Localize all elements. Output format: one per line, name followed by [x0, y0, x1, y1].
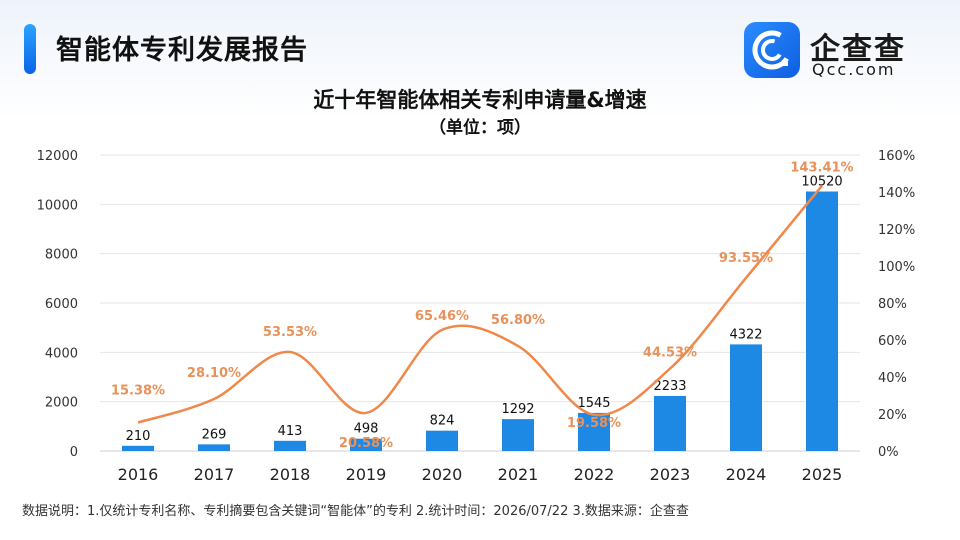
bar — [806, 191, 838, 452]
bar-value-label: 210 — [126, 429, 151, 444]
y-tick-label: 10000 — [37, 198, 78, 213]
bar — [274, 440, 306, 451]
bar-value-label: 269 — [202, 427, 227, 442]
qcc-logo-icon — [744, 22, 800, 78]
y2-tick-label: 20% — [878, 408, 907, 423]
title-accent-bar — [24, 24, 36, 74]
bar-value-label: 4322 — [729, 327, 762, 342]
y2-tick-label: 140% — [878, 186, 915, 201]
bar-value-label: 824 — [430, 414, 455, 429]
qcc-logo: 企查查 Qcc.com — [744, 22, 934, 82]
bar — [198, 444, 230, 451]
x-tick-label: 2020 — [422, 465, 463, 484]
y2-tick-label: 100% — [878, 260, 915, 275]
x-tick-label: 2019 — [346, 465, 387, 484]
x-tick-label: 2017 — [194, 465, 235, 484]
bar — [502, 419, 534, 451]
y2-tick-label: 40% — [878, 371, 907, 386]
bar-value-label: 498 — [354, 422, 379, 437]
chart-title: 近十年智能体相关专利申请量&增速 — [313, 88, 647, 112]
y-tick-label: 8000 — [45, 248, 78, 263]
bar — [654, 395, 686, 451]
y2-tick-label: 60% — [878, 334, 907, 349]
bar-value-label: 10520 — [801, 175, 842, 190]
growth-rate-label: 28.10% — [187, 366, 241, 381]
bar — [350, 438, 382, 451]
growth-rate-label: 44.53% — [643, 346, 697, 361]
bar-value-label: 2233 — [653, 379, 686, 394]
growth-rate-label: 143.41% — [790, 161, 853, 176]
report-title: 智能体专利发展报告 — [56, 35, 308, 66]
bar-value-label: 413 — [278, 424, 303, 439]
y-tick-label: 6000 — [45, 297, 78, 312]
x-tick-label: 2016 — [118, 465, 159, 484]
logo-english-text: Qcc.com — [812, 60, 896, 79]
growth-rate-line — [137, 184, 823, 424]
data-note: 数据说明：1.仅统计专利名称、专利摘要包含关键词“智能体”的专利 2.统计时间：… — [22, 504, 689, 519]
y-tick-label: 2000 — [45, 396, 78, 411]
y2-tick-label: 160% — [878, 149, 915, 164]
bar-value-label: 1545 — [577, 396, 610, 411]
y-tick-label: 12000 — [37, 149, 78, 164]
x-tick-label: 2024 — [726, 465, 767, 484]
bar — [426, 430, 458, 451]
bar-value-label: 1292 — [501, 402, 534, 417]
y-tick-label: 0 — [70, 445, 78, 460]
growth-rate-label: 20.58% — [339, 436, 393, 451]
x-tick-label: 2025 — [802, 465, 843, 484]
y2-tick-label: 0% — [878, 445, 899, 460]
bar — [122, 445, 154, 451]
x-tick-label: 2022 — [574, 465, 615, 484]
bar — [578, 412, 610, 451]
growth-rate-label: 65.46% — [415, 309, 469, 324]
y2-tick-label: 120% — [878, 223, 915, 238]
x-tick-label: 2023 — [650, 465, 691, 484]
bar — [730, 344, 762, 451]
y2-tick-label: 80% — [878, 297, 907, 312]
growth-rate-label: 19.58% — [567, 416, 621, 431]
x-tick-label: 2018 — [270, 465, 311, 484]
growth-rate-label: 93.55% — [719, 251, 773, 266]
growth-rate-label: 56.80% — [491, 313, 545, 328]
y-tick-label: 4000 — [45, 346, 78, 361]
growth-rate-label: 15.38% — [111, 384, 165, 399]
logo-chinese-text: 企查查 — [810, 32, 906, 67]
chart-subtitle: （单位：项） — [429, 118, 531, 138]
growth-rate-label: 53.53% — [263, 325, 317, 340]
x-tick-label: 2021 — [498, 465, 539, 484]
